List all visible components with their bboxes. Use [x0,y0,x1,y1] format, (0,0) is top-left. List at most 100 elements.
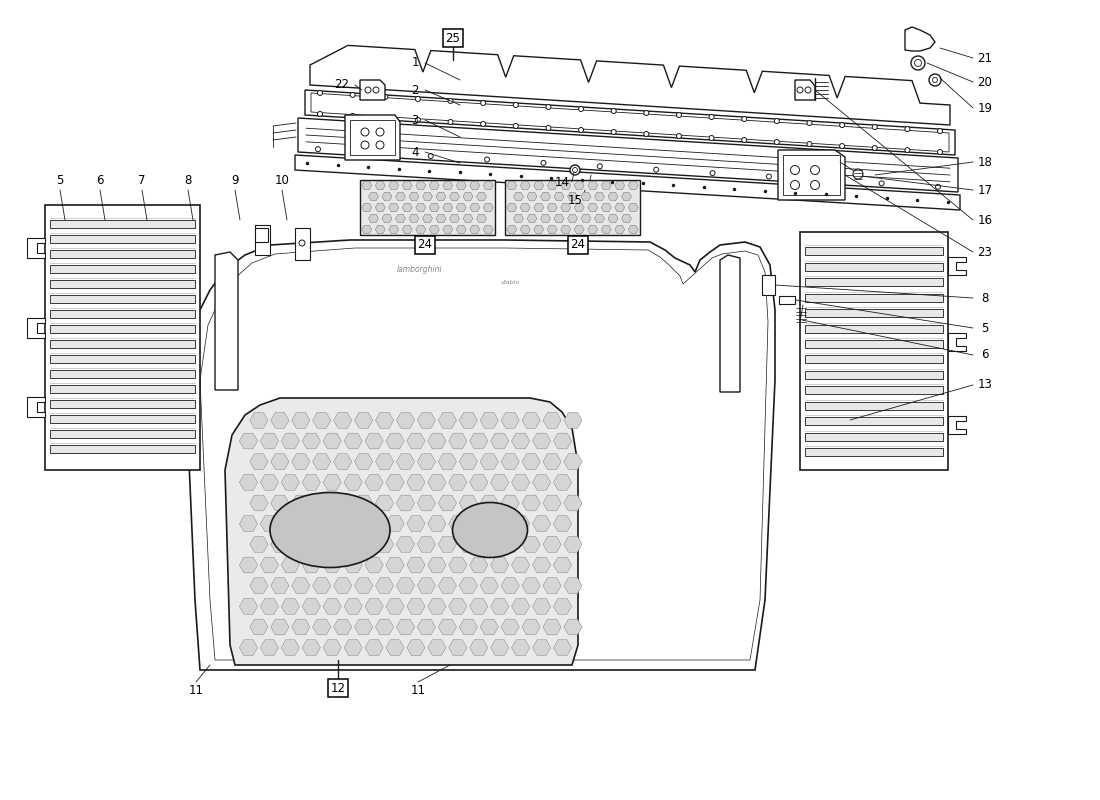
Polygon shape [50,340,195,348]
Text: 1: 1 [411,57,419,70]
Polygon shape [375,537,394,552]
Text: 24: 24 [418,238,432,251]
Circle shape [361,141,368,149]
Circle shape [376,128,384,136]
Polygon shape [365,474,383,490]
Polygon shape [564,413,582,428]
Polygon shape [522,495,540,511]
Text: 23: 23 [978,246,992,258]
Polygon shape [428,640,446,655]
Polygon shape [520,226,530,234]
Polygon shape [602,203,612,212]
Polygon shape [282,640,299,655]
Polygon shape [305,90,955,155]
Circle shape [376,141,384,149]
Polygon shape [396,413,415,428]
Circle shape [514,123,518,129]
Polygon shape [396,537,415,552]
Polygon shape [417,454,436,470]
Polygon shape [805,371,943,379]
Polygon shape [483,203,493,212]
Polygon shape [271,537,289,552]
Polygon shape [407,598,425,614]
Polygon shape [261,516,278,531]
Polygon shape [50,445,195,453]
Polygon shape [481,413,498,428]
Polygon shape [365,557,383,573]
Polygon shape [762,275,776,295]
Polygon shape [463,192,473,201]
Circle shape [710,135,714,141]
Polygon shape [312,413,331,428]
Polygon shape [532,516,551,531]
Polygon shape [512,474,530,490]
Circle shape [514,102,518,107]
Polygon shape [805,340,943,348]
Circle shape [481,122,486,126]
Polygon shape [407,433,425,449]
Text: 13: 13 [978,378,992,391]
Text: 11: 11 [410,683,426,697]
Polygon shape [564,495,582,511]
Polygon shape [312,537,331,552]
Polygon shape [628,226,638,234]
Polygon shape [382,214,392,222]
Polygon shape [463,214,473,222]
Circle shape [597,164,603,169]
Polygon shape [50,355,195,363]
Polygon shape [805,448,943,456]
Text: 16: 16 [978,214,992,226]
Polygon shape [50,370,195,378]
Polygon shape [417,537,436,552]
Polygon shape [805,278,943,286]
Polygon shape [310,46,950,125]
Circle shape [930,74,940,86]
Polygon shape [443,226,453,234]
Polygon shape [282,433,299,449]
Polygon shape [470,557,488,573]
Polygon shape [386,557,404,573]
Polygon shape [459,413,477,428]
Polygon shape [271,454,289,470]
Polygon shape [407,640,425,655]
Polygon shape [532,557,551,573]
Polygon shape [778,150,845,200]
Polygon shape [564,578,582,594]
Circle shape [811,181,819,190]
Polygon shape [540,192,550,201]
Polygon shape [407,474,425,490]
Polygon shape [292,619,310,635]
Polygon shape [396,495,415,511]
Polygon shape [50,265,195,273]
Polygon shape [312,578,331,594]
Polygon shape [382,192,392,201]
Circle shape [485,157,490,162]
Circle shape [774,139,779,145]
Polygon shape [344,474,362,490]
Polygon shape [292,578,310,594]
Polygon shape [481,578,498,594]
Circle shape [350,114,355,118]
Polygon shape [449,640,466,655]
Polygon shape [323,557,341,573]
Polygon shape [365,598,383,614]
Polygon shape [344,640,362,655]
Circle shape [428,154,433,158]
Circle shape [935,184,940,190]
Text: 24: 24 [571,238,585,251]
Circle shape [383,115,388,121]
Circle shape [448,98,453,103]
Polygon shape [403,226,412,234]
Polygon shape [261,598,278,614]
Polygon shape [386,598,404,614]
Bar [505,180,640,235]
Polygon shape [323,598,341,614]
Polygon shape [302,516,320,531]
Polygon shape [375,495,394,511]
Circle shape [911,56,925,70]
Text: 3: 3 [411,114,419,126]
Polygon shape [564,454,582,470]
Polygon shape [438,619,456,635]
Polygon shape [608,192,618,201]
Text: lamborghini: lamborghini [397,266,443,274]
